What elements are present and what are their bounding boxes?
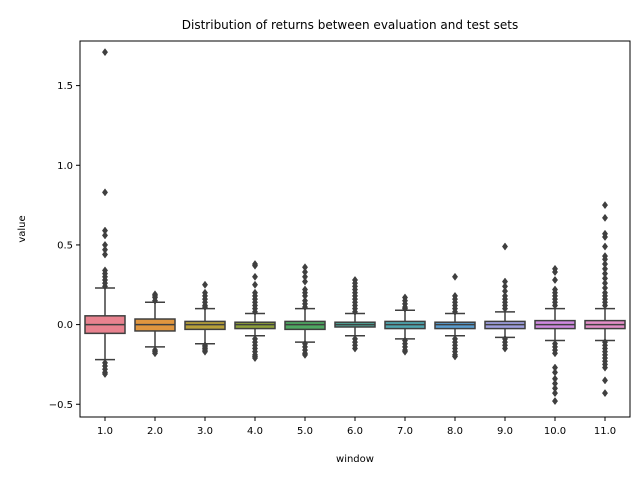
x-tick-label: 2.0 (147, 426, 163, 437)
y-tick-label: 0.0 (57, 320, 73, 331)
outlier-point (401, 304, 409, 313)
outlier-point (501, 304, 509, 313)
outlier-point (251, 272, 259, 281)
box (434, 321, 476, 330)
outlier-point (301, 277, 309, 286)
outlier-point (601, 363, 609, 372)
y-tick-label: 1.0 (57, 161, 73, 172)
outlier-point (101, 282, 109, 291)
y-tick-label: −0.5 (49, 400, 73, 411)
y-tick-label: 0.5 (57, 240, 73, 251)
y-axis-label: value (17, 215, 28, 242)
outlier-point (551, 397, 559, 406)
outlier-point (151, 296, 159, 305)
outlier-point (251, 354, 259, 363)
outlier-point (601, 201, 609, 210)
outlier-point (101, 48, 109, 57)
plot-area: −0.5 0.0 0.5 1.0 1.5 1.0 2.0 3.0 4.0 5.0 6.0 7.0 8.0… (49, 48, 626, 437)
x-tick-label: 11.0 (594, 426, 616, 437)
outlier-point (451, 307, 459, 316)
outlier-point (101, 188, 109, 197)
chart-title: Distribution of returns between evaluati… (182, 18, 518, 32)
outlier-point (601, 213, 609, 222)
axes-frame (79, 40, 631, 418)
outlier-point (401, 347, 409, 356)
x-tick-label: 9.0 (497, 426, 513, 437)
outlier-point (451, 272, 459, 281)
outlier-point (601, 389, 609, 398)
outlier-point (501, 242, 509, 251)
outlier-point (551, 349, 559, 358)
outlier-point (301, 303, 309, 312)
box (184, 320, 226, 331)
box (284, 320, 326, 331)
outlier-point (601, 242, 609, 251)
x-axis-label: window (336, 454, 374, 465)
outlier-point (551, 268, 559, 277)
outlier-point (101, 231, 109, 240)
outlier-point (251, 261, 259, 270)
outlier-point (551, 389, 559, 398)
outlier-point (201, 280, 209, 289)
outlier-point (601, 376, 609, 385)
outlier-point (201, 303, 209, 312)
outlier-point (251, 280, 259, 289)
x-tick-label: 6.0 (347, 426, 363, 437)
y-tick-label: 1.5 (57, 81, 73, 92)
outlier-point (101, 250, 109, 259)
outlier-point (601, 232, 609, 241)
outlier-point (201, 347, 209, 356)
outlier-point (301, 350, 309, 359)
outlier-point (151, 349, 159, 358)
x-tick-label: 10.0 (544, 426, 566, 437)
outlier-point (601, 301, 609, 310)
x-tick-label: 7.0 (397, 426, 413, 437)
x-tick-label: 5.0 (297, 426, 313, 437)
outlier-point (351, 307, 359, 316)
x-tick-label: 4.0 (247, 426, 263, 437)
x-tick-label: 1.0 (97, 426, 113, 437)
outlier-point (351, 344, 359, 353)
outlier-point (251, 307, 259, 316)
outlier-point (551, 275, 559, 284)
outlier-point (101, 369, 109, 378)
outlier-point (551, 301, 559, 310)
box (234, 321, 276, 330)
outlier-point (501, 344, 509, 353)
outlier-point (451, 352, 459, 361)
x-tick-label: 8.0 (447, 426, 463, 437)
x-tick-label: 3.0 (197, 426, 213, 437)
